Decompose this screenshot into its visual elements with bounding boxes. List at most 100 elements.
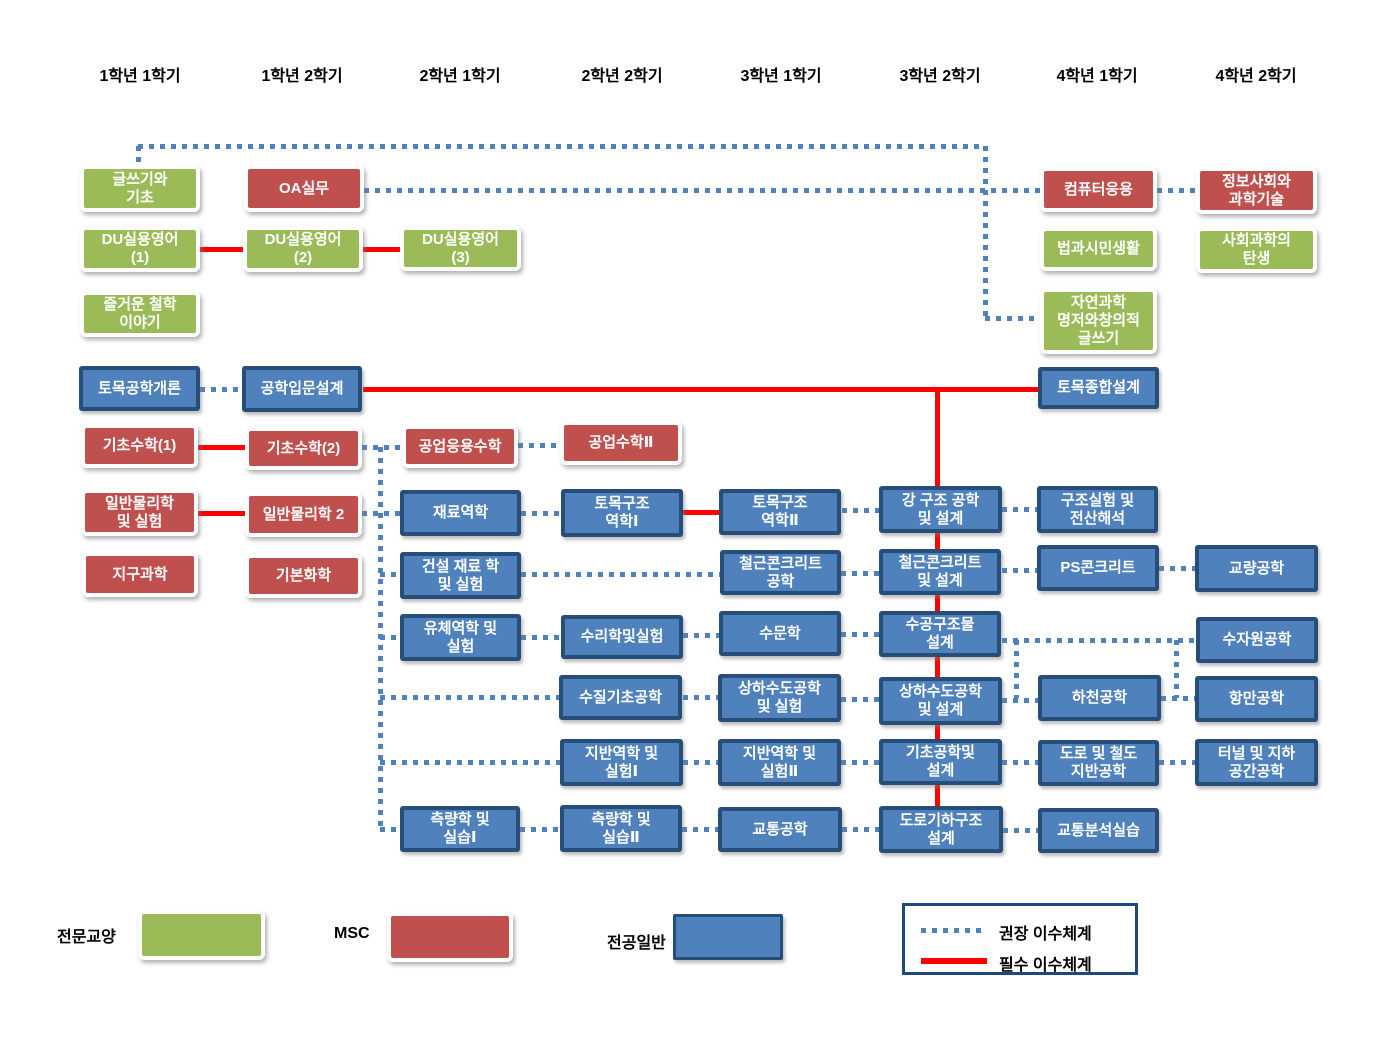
recommended-path-segment xyxy=(521,511,561,516)
recommended-path-segment xyxy=(136,146,141,165)
course-reinforced-concrete-engineering: 철근콘크리트 공학 xyxy=(720,550,841,595)
recommended-path-segment xyxy=(1002,638,1196,643)
course-harbor-engineering: 항만공학 xyxy=(1195,676,1318,722)
recommended-path-segment xyxy=(841,632,879,637)
recommended-path-segment xyxy=(841,760,879,765)
legend-label-major: 전공일반 xyxy=(607,935,666,952)
recommended-path-segment xyxy=(521,635,561,640)
course-traffic-engineering: 교통공학 xyxy=(718,807,842,852)
recommended-path-segment xyxy=(364,188,1040,193)
recommended-path-segment xyxy=(380,760,560,765)
recommended-path-segment xyxy=(842,508,879,513)
column-header-7: 4학년 1학기 xyxy=(1056,68,1138,85)
course-tunnel-underground-space-engineering: 터널 및 지하 공간공학 xyxy=(1195,739,1318,786)
course-writing-basics: 글쓰기와 기초 xyxy=(80,165,200,212)
course-intro-engineering-design: 공학입문설계 xyxy=(242,366,362,412)
course-earth-science: 지구과학 xyxy=(82,552,198,597)
course-civil-structural-mechanics-1: 토목구조 역학Ⅰ xyxy=(561,489,683,537)
recommended-path-segment xyxy=(1174,640,1179,698)
legend-recommended-line-sample xyxy=(921,928,983,933)
course-du-practical-english-3: DU실용영어 (3) xyxy=(400,226,521,271)
recommended-path-segment xyxy=(1159,566,1195,571)
recommended-path-segment xyxy=(683,633,719,638)
course-basic-math-2: 기초수학(2) xyxy=(245,427,362,470)
course-applied-engineering-math: 공업응용수학 xyxy=(402,425,518,468)
course-water-sewage-engineering-lab: 상하수도공학 및 실험 xyxy=(718,674,841,722)
course-basic-water-quality-engineering: 수질기초공학 xyxy=(559,675,682,720)
recommended-path-segment xyxy=(138,144,985,149)
recommended-path-segment xyxy=(983,146,988,318)
recommended-path-segment xyxy=(520,827,560,832)
column-header-3: 2학년 1학기 xyxy=(419,68,501,85)
course-du-practical-english-2: DU실용영어 (2) xyxy=(243,226,363,272)
column-header-4: 2학년 2학기 xyxy=(581,68,663,85)
course-law-and-citizen-life: 법과시민생활 xyxy=(1040,227,1157,271)
course-ps-concrete: PS콘크리트 xyxy=(1037,545,1159,591)
column-header-2: 1학년 2학기 xyxy=(261,68,343,85)
course-mechanics-of-materials: 재료역학 xyxy=(400,490,521,536)
required-path-segment xyxy=(683,510,719,515)
recommended-path-segment xyxy=(1002,568,1037,573)
column-header-8: 4학년 2학기 xyxy=(1215,68,1297,85)
course-river-engineering: 하천공학 xyxy=(1038,675,1161,721)
column-header-6: 3학년 2학기 xyxy=(899,68,981,85)
course-bridge-engineering: 교량공학 xyxy=(1195,545,1318,592)
legend-swatch-major xyxy=(673,914,783,960)
recommended-path-segment xyxy=(842,827,879,832)
recommended-path-segment xyxy=(1002,760,1038,765)
recommended-path-segment xyxy=(521,572,720,577)
recommended-path-segment xyxy=(518,443,560,448)
course-surveying-and-practice-1: 측량학 및 실습Ⅰ xyxy=(400,806,520,852)
legend-swatch-general xyxy=(138,910,265,960)
recommended-path-segment xyxy=(682,827,718,832)
course-fluid-mechanics-and-lab: 유체역학 및 실험 xyxy=(400,614,521,661)
course-du-practical-english-1: DU실용영어 (1) xyxy=(80,226,200,272)
course-general-physics-and-lab: 일반물리학 및 실험 xyxy=(81,489,198,536)
recommended-path-segment xyxy=(683,760,718,765)
recommended-path-segment xyxy=(1002,698,1038,703)
course-hydrology: 수문학 xyxy=(719,611,841,656)
recommended-path-segment xyxy=(985,316,1038,321)
legend-required-line-sample xyxy=(921,958,987,964)
recommended-path-segment xyxy=(380,572,400,577)
course-natural-science-creative-writing: 자연과학 명저와창의적 글쓰기 xyxy=(1040,288,1157,354)
recommended-path-segment xyxy=(1159,760,1195,765)
recommended-path-segment xyxy=(1002,507,1037,512)
course-reinforced-concrete-and-design: 철근콘크리트 및 설계 xyxy=(879,549,1001,595)
course-info-society-science-tech: 정보사회와 과학기술 xyxy=(1196,167,1317,214)
required-path-segment xyxy=(363,387,1038,392)
course-traffic-analysis-practice: 교통분석실습 xyxy=(1038,808,1159,853)
course-steel-structure-engineering-design: 강 구조 공학 및 설계 xyxy=(879,486,1002,533)
recommended-path-segment xyxy=(1161,696,1195,701)
course-civil-structural-mechanics-2: 토목구조 역학Ⅱ xyxy=(719,489,841,535)
course-hydraulics-and-lab: 수리학및실험 xyxy=(561,615,683,659)
recommended-path-segment xyxy=(200,387,242,392)
required-path-segment xyxy=(198,511,245,516)
required-path-segment xyxy=(935,389,940,806)
course-construction-materials-and-lab: 건설 재료 학 및 실험 xyxy=(400,552,521,599)
course-water-sewage-engineering-design: 상하수도공학 및 설계 xyxy=(879,677,1002,725)
course-hydraulic-structure-design: 수공구조물 설계 xyxy=(879,611,1001,657)
recommended-path-segment xyxy=(1003,828,1038,833)
course-structural-experiment-computational-analysis: 구조실험 및 전산해석 xyxy=(1037,486,1158,533)
required-path-segment xyxy=(362,247,400,252)
course-road-railway-geotechnics: 도로 및 철도 지반공학 xyxy=(1038,740,1159,786)
column-header-5: 3학년 1학기 xyxy=(740,68,822,85)
course-birth-of-social-science: 사회과학의 탄생 xyxy=(1196,227,1317,273)
recommended-path-segment xyxy=(841,571,879,576)
course-computer-application: 컴퓨터응용 xyxy=(1040,167,1157,212)
course-basic-chemistry: 기본화학 xyxy=(245,554,362,598)
course-engineering-math-2: 공업수학Ⅱ xyxy=(560,421,682,465)
recommended-path-segment xyxy=(841,697,879,702)
course-road-geometric-design: 도로기하구조 설계 xyxy=(879,806,1003,853)
course-water-resources-engineering: 수자원공학 xyxy=(1196,617,1318,663)
course-civil-capstone-design: 토목종합설계 xyxy=(1038,367,1159,409)
recommended-path-segment xyxy=(380,695,559,700)
course-general-physics-2: 일반물리학 2 xyxy=(245,492,362,537)
legend-label-msc: MSC xyxy=(334,925,370,942)
legend-label-general: 전문교양 xyxy=(57,929,116,946)
required-path-segment xyxy=(198,445,245,450)
course-intro-civil-engineering: 토목공학개론 xyxy=(79,366,200,411)
course-geotechnical-mechanics-lab-1: 지반역학 및 실험Ⅰ xyxy=(560,739,683,786)
